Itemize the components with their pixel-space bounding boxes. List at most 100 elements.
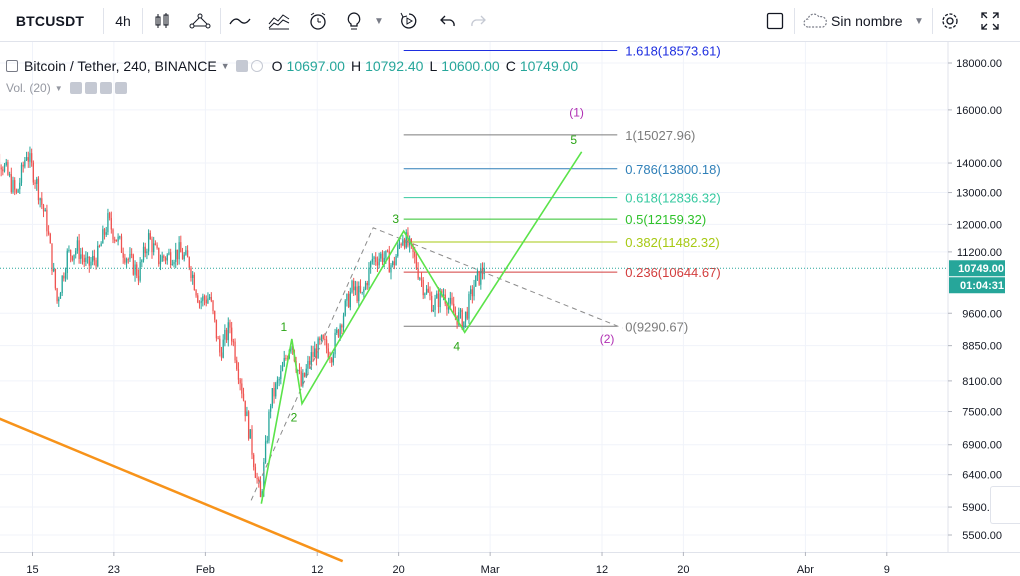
candle-body	[329, 357, 331, 359]
candle-body	[180, 242, 182, 253]
plus-icon[interactable]	[99, 82, 112, 94]
candle-body	[231, 327, 233, 342]
candle-body	[66, 250, 68, 273]
candle-body	[425, 288, 428, 294]
candle-body	[422, 280, 424, 296]
candle-body	[353, 280, 355, 291]
settings-icon[interactable]	[937, 0, 963, 42]
candle-body	[442, 294, 445, 296]
candle-body	[320, 335, 323, 341]
alert-icon[interactable]	[305, 0, 331, 42]
candle-body	[285, 357, 287, 359]
candle-body	[83, 258, 85, 263]
legend-title[interactable]: Bitcoin / Tether, 240, BINANCE	[24, 58, 217, 74]
candle-body	[97, 245, 99, 267]
candle-body	[478, 270, 480, 285]
collapse-legend-icon[interactable]	[6, 60, 18, 72]
candle-body	[283, 357, 285, 367]
volume-label[interactable]: Vol. (20)	[6, 81, 51, 95]
candle-body	[458, 312, 460, 325]
fib-level-label: 0.382(11482.32)	[625, 235, 719, 250]
price-tick-label: 11200.00	[957, 247, 1002, 259]
candle-body	[302, 372, 304, 386]
candle-body	[2, 169, 4, 172]
settings-icon[interactable]	[84, 82, 97, 94]
time-tick-label: 20	[677, 564, 689, 576]
cloud-icon[interactable]	[800, 0, 830, 42]
eye-icon[interactable]	[69, 82, 82, 94]
replay-icon[interactable]	[396, 0, 422, 42]
indicators-icon[interactable]	[186, 0, 214, 42]
candle-body	[217, 338, 219, 340]
legend-dropdown-icon[interactable]: ▼	[220, 61, 230, 71]
wave-label: 4	[453, 339, 460, 353]
candle-body	[95, 260, 97, 267]
candle-body	[390, 265, 392, 273]
price-tick-label: 9600.00	[962, 308, 1002, 320]
candle-body	[242, 393, 245, 401]
candle-body	[308, 360, 311, 365]
candle-body	[236, 360, 238, 370]
chevron-down-icon[interactable]: ▼	[54, 83, 63, 93]
undo-icon[interactable]	[436, 0, 460, 42]
time-axis[interactable]: 15 23 Feb 12 20 Mar 12 20 Abr 9	[26, 552, 890, 576]
line-tool-icon[interactable]	[226, 0, 254, 42]
square-icon[interactable]	[764, 0, 786, 42]
top-toolbar: BTCUSDT 4h ▼ Sin nombre ▼	[0, 0, 1020, 42]
candles-icon[interactable]	[150, 0, 174, 42]
low-value: 10600.00	[441, 58, 500, 74]
ideas-icon[interactable]	[342, 0, 366, 42]
price-tick-label: 18000.00	[956, 58, 1002, 70]
candle-body	[25, 157, 28, 161]
candle-body	[424, 293, 426, 296]
side-panel-tab[interactable]	[990, 486, 1020, 524]
candle-body	[239, 379, 241, 384]
time-tick-label: 15	[26, 564, 38, 576]
candle-body	[156, 244, 158, 248]
fib-level-label: 1.618(18573.61)	[625, 44, 720, 59]
candle-body	[420, 278, 423, 281]
candle-body	[192, 274, 194, 278]
candle-body	[117, 236, 119, 242]
candle-body	[85, 257, 87, 263]
candle-body	[307, 360, 309, 369]
candle-body	[112, 229, 114, 240]
fullscreen-icon[interactable]	[977, 0, 1003, 42]
settings-icon[interactable]	[250, 60, 263, 72]
chevron-down-icon[interactable]: ▼	[914, 15, 924, 27]
layout-name-button[interactable]: Sin nombre	[831, 13, 903, 29]
chevron-down-icon[interactable]: ▼	[374, 15, 384, 27]
candle-body	[37, 178, 40, 201]
candle-body	[258, 478, 260, 482]
price-axis[interactable]: 18000.00 16000.00 14000.00 13000.00 12000.00…	[948, 58, 1005, 542]
candle-body	[403, 239, 406, 248]
symbol-search-button[interactable]: BTCUSDT	[15, 13, 85, 29]
candle-body	[280, 371, 282, 379]
close-icon[interactable]	[114, 82, 127, 94]
candle-body	[159, 261, 162, 265]
candle-body	[459, 309, 462, 313]
candle-body	[275, 383, 277, 397]
candle-body	[92, 255, 94, 262]
candle-body	[207, 298, 209, 304]
candle-body	[393, 261, 396, 266]
candle-body	[436, 293, 438, 299]
toolbar-divider	[142, 8, 143, 34]
redo-icon[interactable]	[466, 0, 490, 42]
candle-body	[129, 253, 131, 260]
interval-button[interactable]: 4h	[115, 13, 131, 29]
candle-body	[264, 441, 267, 463]
candle-body	[246, 411, 248, 417]
candle-body	[73, 254, 75, 261]
candle-body	[261, 491, 263, 498]
candle-body	[451, 297, 453, 304]
support-trendline	[0, 417, 344, 563]
fib-level-label: 1(15027.96)	[625, 128, 695, 143]
candle-body	[76, 240, 79, 251]
eye-icon[interactable]	[235, 60, 248, 72]
candle-body	[203, 296, 206, 300]
candle-body	[370, 261, 372, 268]
compare-icon[interactable]	[265, 0, 293, 42]
countdown-badge	[949, 277, 1005, 294]
